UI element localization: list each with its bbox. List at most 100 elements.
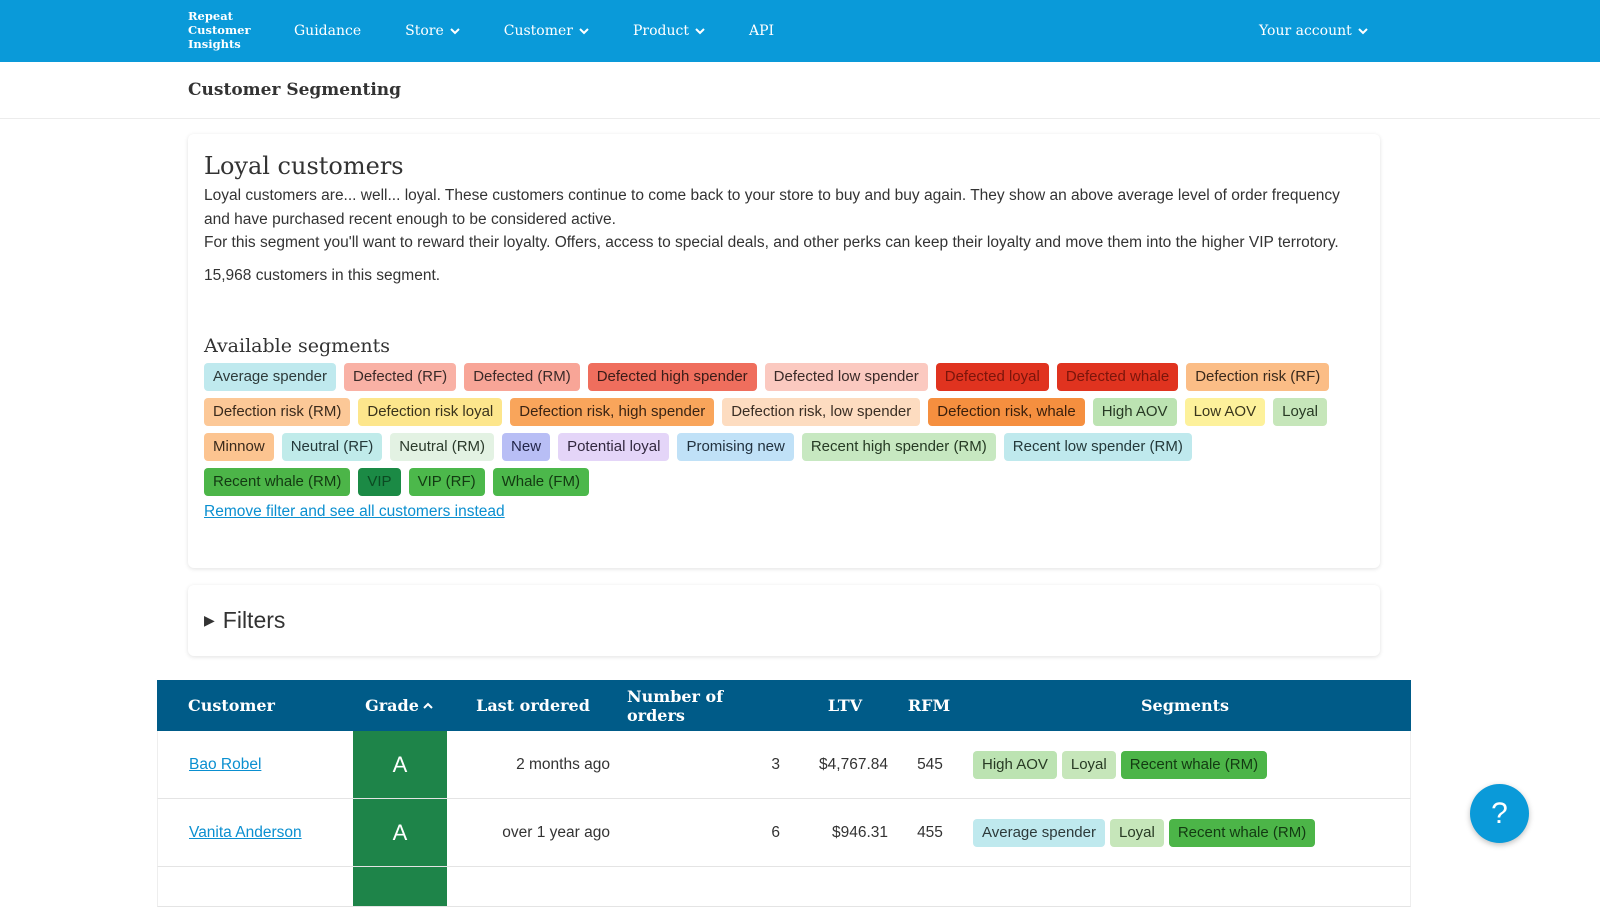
help-button[interactable]: ? [1470,784,1529,843]
segment-tag[interactable]: Defection risk loyal [358,397,503,426]
column-label: Grade [365,696,419,715]
column-header[interactable]: LTV [807,680,883,731]
segment-tag[interactable]: Loyal [1061,750,1116,779]
column-header[interactable]: Grade [352,680,446,731]
segment-tag[interactable]: Defection risk (RF) [1186,362,1330,391]
customer-table: Customer Grade Last ordered Number of order… [157,680,1411,907]
segment-tag[interactable]: Average spender [204,362,336,391]
disclosure-triangle: ▶ [204,612,215,628]
segment-count: 15,968 customers in this segment. [204,266,441,284]
column-header[interactable]: Number of orders [627,680,785,731]
nav-label: API [749,23,775,39]
brand[interactable]: Repeat Customer Insights [188,9,251,51]
rfm: 455 [917,823,943,841]
grade-cell: A [353,731,447,798]
segment-tag[interactable]: VIP [358,467,401,496]
segment-tag[interactable]: Defection risk, whale [928,397,1085,426]
segment-tag[interactable]: Neutral (RF) [281,432,383,461]
segment-tags: Average spender Defected (RF) Defected (RM… [204,362,1344,496]
nav-label: Guidance [294,23,362,39]
segment-tag[interactable]: Recent whale (RM) [1120,750,1268,779]
remove-filter-link[interactable]: Remove filter and see all customers inst… [204,502,505,520]
order-count: 3 [771,755,780,773]
chevron [1358,28,1368,35]
column-label: LTV [827,696,863,715]
nav-item[interactable]: Guidance [294,23,361,39]
segment-tag[interactable]: Recent whale (RM) [1168,818,1316,847]
nav-label: Store [405,23,444,39]
grade-cell: A [353,799,447,866]
segment-tag[interactable]: Promising new [677,432,794,461]
customer-link[interactable]: Vanita Anderson [189,823,302,841]
table-body: Bao Robel A 2 months ago 3 $4,767.84 545 High … [157,731,1411,867]
segment-tag[interactable]: VIP (RF) [408,467,485,496]
segment-tag[interactable]: Defected (RF) [343,362,457,391]
description: Loyal customers are... well... loyal. Th… [204,184,1364,255]
column-header[interactable]: Segments [965,680,1405,731]
account-label: Your account [1259,23,1352,39]
nav-label: Product [633,23,689,39]
table-row: Bao Robel A 2 months ago 3 $4,767.84 545 High … [157,731,1411,799]
nav-item[interactable]: Store [405,23,460,39]
customer-link[interactable]: Bao Robel [189,755,262,773]
segment-tag[interactable]: Defected whale [1056,362,1179,391]
last-ordered: over 1 year ago [502,823,610,841]
nav-item[interactable]: Product [633,23,705,39]
account-menu[interactable]: Your account [1259,0,1368,62]
page-title: Customer Segmenting [188,80,402,100]
grade-cell [353,867,447,906]
segment-tag[interactable]: Loyal [1109,818,1164,847]
nav-items: Guidance Store Customer Product API [294,0,818,62]
help-label: ? [1491,796,1508,830]
customer-cell: Bao Robel [189,731,349,798]
segment-tag[interactable]: Neutral (RM) [390,432,495,461]
column-header[interactable]: RFM [899,680,959,731]
segment-tag[interactable]: Whale (FM) [492,467,589,496]
filters[interactable]: ▶ Filters [188,585,1380,656]
segment-tag[interactable]: Defection risk, low spender [722,397,921,426]
segment-tag[interactable]: Defected (RM) [464,362,580,391]
rfm: 545 [917,755,943,773]
segment-tag[interactable]: Loyal [1273,397,1327,426]
segment-tag[interactable]: Recent high spender (RM) [801,432,996,461]
segment-tag[interactable]: Defected low spender [764,362,928,391]
available-title: Available segments [204,334,391,357]
column-label: Segments [1140,696,1230,715]
nav-item[interactable]: API [749,23,774,39]
customer-cell: Vanita Anderson [189,799,349,866]
table-header: Customer Grade Last ordered Number of order… [157,680,1411,731]
segment-tag[interactable]: Recent low spender (RM) [1003,432,1192,461]
segment-tag[interactable]: Low AOV [1184,397,1266,426]
segments-cell: High AOV Loyal Recent whale (RM) [973,731,1403,798]
filters-label: Filters [222,607,286,633]
column-label: RFM [907,696,951,715]
column-header[interactable]: Last ordered [447,680,619,731]
subheader: Customer Segmenting [0,62,1600,119]
segments-cell: Average spender Loyal Recent whale (RM) [973,799,1403,866]
segment-title: Loyal customers [204,152,404,180]
segment-tag[interactable]: New [502,432,551,461]
segment-tag[interactable]: Recent whale (RM) [204,467,351,496]
segment-tag[interactable]: Defected loyal [935,362,1049,391]
column-label: Customer [188,696,275,715]
navbar: Repeat Customer Insights Guidance Store Cu… [0,0,1600,62]
column-header[interactable]: Customer [188,680,348,731]
chevron [579,28,589,35]
table-row-partial [157,867,1411,907]
last-ordered: 2 months ago [516,755,610,773]
ltv: $946.31 [831,823,888,841]
segment-tag[interactable]: Potential loyal [558,432,670,461]
segment-tag[interactable]: High AOV [973,750,1057,779]
segment-tag[interactable]: Defected high spender [587,362,757,391]
segment-tag[interactable]: Defection risk, high spender [510,397,715,426]
segment-tag[interactable]: High AOV [1092,397,1177,426]
segment-tag[interactable]: Defection risk (RM) [204,397,351,426]
segment-tag[interactable]: Average spender [973,818,1105,847]
paragraph: For this segment you'll want to reward t… [204,234,1339,251]
ltv: $4,767.84 [819,755,888,773]
segment-tag[interactable]: Minnow [204,432,274,461]
segment-card: Loyal customers Loyal customers are... w… [188,134,1380,568]
nav-item[interactable]: Customer [504,23,589,39]
